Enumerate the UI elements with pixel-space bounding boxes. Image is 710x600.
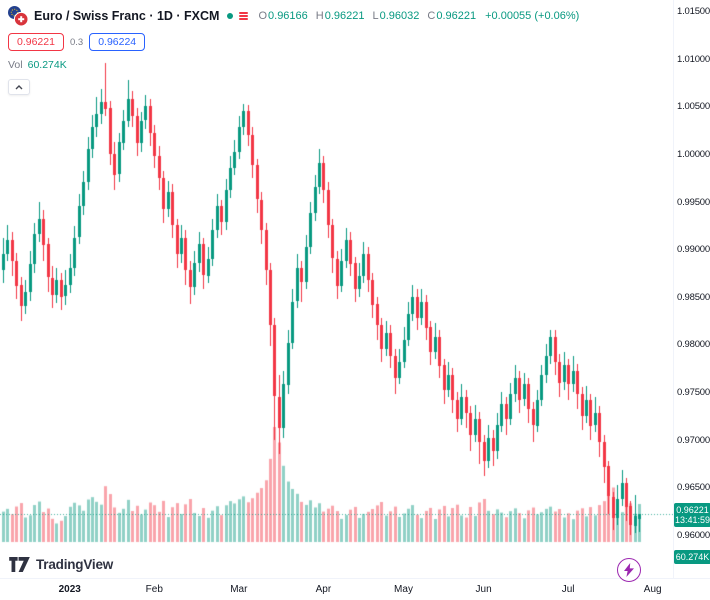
flash-button[interactable] (617, 558, 641, 582)
change-value: +0.00055 (+0.06%) (485, 10, 580, 22)
price-axis-label: 0.97000 (677, 434, 710, 446)
close-pair: C0.96221 (427, 10, 477, 22)
brand-name: TradingView (36, 557, 114, 572)
volume-badge: 60.274K (674, 550, 710, 564)
ask-price-button[interactable]: 0.96224 (89, 33, 146, 51)
volume-label[interactable]: Vol (8, 59, 23, 71)
bar-countdown: 13:41:59 (674, 514, 710, 525)
price-axis-label: 0.96000 (677, 530, 710, 541)
menu-lines-icon[interactable] (239, 12, 249, 20)
ohlc-values: O0.96166 H0.96221 L0.96032 C0.96221 +0.0… (258, 10, 579, 22)
collapse-legend-button[interactable] (8, 79, 30, 95)
time-axis-label[interactable]: Feb (145, 584, 163, 595)
low-pair: L0.96032 (372, 10, 420, 22)
spread-value: 0.3 (69, 36, 84, 48)
visibility-dot-icon[interactable] (227, 13, 234, 19)
price-axis-label: 1.00500 (677, 101, 710, 113)
candlestick-chart-canvas[interactable] (0, 0, 673, 578)
bid-price-button[interactable]: 0.96221 (8, 33, 64, 51)
lightning-icon (624, 563, 634, 577)
price-axis-label: 1.00000 (677, 148, 710, 160)
symbol-pair-flags-icon (8, 6, 29, 27)
price-axis-label: 0.98000 (677, 339, 710, 351)
price-axis-label: 0.99000 (677, 244, 710, 256)
chevron-up-icon (15, 84, 23, 89)
time-axis-label[interactable]: Mar (230, 584, 248, 595)
price-axis[interactable]: 1.01500 1.01000 1.00500 1.00000 0.99500 0.990… (673, 0, 710, 578)
last-price-badge: 0.96221 13:41:59 (674, 502, 710, 527)
price-axis-label: 0.99500 (677, 196, 710, 208)
time-axis-label[interactable]: Jun (475, 584, 492, 595)
time-axis-label[interactable]: May (394, 584, 413, 595)
time-axis-label[interactable]: Apr (315, 584, 332, 595)
time-axis-label[interactable]: Aug (643, 584, 662, 595)
price-axis-label: 0.97500 (677, 387, 710, 399)
volume-value: 60.274K (27, 59, 67, 71)
price-axis-label: 1.01500 (677, 6, 710, 17)
tradingview-logo[interactable]: TradingView (9, 557, 113, 572)
time-axis-label[interactable]: Jul (561, 584, 575, 595)
tradingview-logo-icon (9, 557, 30, 572)
high-pair: H0.96221 (315, 10, 365, 22)
time-axis[interactable]: 2023 Feb Mar Apr May Jun Jul Aug (0, 578, 710, 600)
price-axis-label: 0.96500 (677, 482, 710, 494)
chart-legend: Euro / Swiss Franc · 1D · FXCM O0.96166 … (8, 6, 579, 95)
symbol-title[interactable]: Euro / Swiss Franc · 1D · FXCM (34, 9, 220, 23)
price-axis-label: 1.01000 (677, 53, 710, 65)
price-axis-label: 0.98500 (677, 291, 710, 303)
last-price-value: 0.96221 (676, 504, 709, 515)
time-axis-label[interactable]: 2023 (58, 584, 81, 595)
open-pair: O0.96166 (258, 10, 308, 22)
